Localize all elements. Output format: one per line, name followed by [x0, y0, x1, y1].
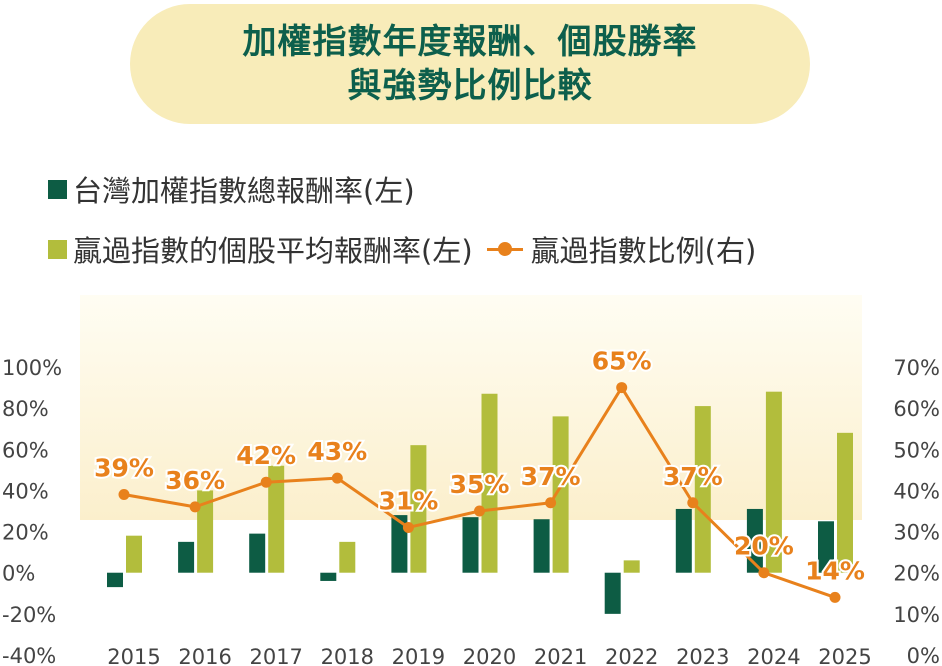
x-axis-tick: 2018 [321, 645, 374, 666]
right-axis-tick: 70% [893, 356, 940, 380]
ratio-data-label: 43% [307, 437, 367, 466]
x-axis-tick: 2017 [249, 645, 302, 666]
right-axis-tick: 30% [893, 521, 940, 545]
ratio-point [331, 472, 343, 484]
bar-winners [197, 490, 214, 573]
right-axis-tick: 60% [893, 397, 940, 421]
bar-index [107, 572, 123, 588]
ratio-data-label: 42% [236, 441, 296, 470]
left-axis-tick: 80% [2, 397, 49, 421]
ratio-data-label: 31% [378, 486, 438, 515]
ratio-point [474, 505, 485, 517]
bar-index [178, 541, 195, 573]
left-axis-tick: 100% [2, 356, 62, 380]
legend-row-1: 台灣加權指數總報酬率(左) [48, 168, 415, 210]
x-axis-tick: 2015 [107, 645, 160, 666]
x-axis-tick: 2020 [463, 645, 516, 666]
ratio-point [402, 521, 414, 533]
title-line-2: 與強勢比例比較 [347, 66, 593, 106]
plot-background [80, 295, 862, 520]
ratio-point [616, 382, 628, 394]
ratio-data-label: 14% [805, 556, 865, 585]
legend-row-2: 贏過指數的個股平均報酬率(左) 贏過指數比例(右) [48, 228, 756, 270]
bar-index [818, 521, 834, 573]
x-axis-tick: 2025 [818, 645, 871, 666]
x-axis-tick: 2024 [747, 645, 800, 666]
bar-winners [126, 535, 142, 573]
title-line-1: 加權指數年度報酬、個股勝率 [242, 22, 698, 62]
legend-line-marker-icon [486, 239, 523, 259]
bar-index [533, 519, 550, 573]
bar-index [249, 533, 266, 573]
bar-winners [837, 432, 853, 573]
right-axis-tick: 10% [893, 603, 940, 627]
ratio-data-label: 35% [450, 470, 510, 499]
right-axis-tick: 50% [893, 438, 940, 462]
bar-index [320, 572, 337, 581]
legend-swatch-index [48, 179, 67, 199]
right-axis-tick: 0% [907, 644, 940, 666]
ratio-point [260, 476, 272, 488]
legend-label-ratio: 贏過指數比例(右) [530, 234, 757, 268]
right-axis-tick: 20% [893, 562, 940, 586]
x-axis-tick: 2022 [605, 645, 658, 666]
ratio-data-label: 39% [94, 454, 154, 483]
bar-index [746, 508, 763, 573]
left-axis-tick: 40% [2, 479, 49, 503]
ratio-point [118, 489, 130, 501]
x-axis-tick: 2021 [534, 645, 587, 666]
ratio-point [687, 497, 699, 509]
legend-label-winners: 贏過指數的個股平均報酬率(左) [73, 234, 473, 268]
legend-label-index: 台灣加權指數總報酬率(左) [73, 174, 415, 208]
x-axis-tick: 2016 [178, 645, 231, 666]
ratio-point [829, 591, 841, 603]
x-axis-tick: 2023 [676, 645, 729, 666]
bar-index [604, 572, 621, 614]
legend-swatch-winners [48, 239, 67, 259]
right-axis-tick: 40% [893, 479, 940, 503]
left-axis-tick: -40% [2, 644, 56, 666]
bar-winners [339, 541, 356, 573]
bar-winners [410, 445, 427, 573]
ratio-data-label: 37% [663, 462, 723, 491]
bar-index [675, 508, 692, 573]
left-axis-tick: 0% [2, 562, 35, 586]
left-axis-tick: -20% [2, 603, 56, 627]
left-axis-tick: 20% [2, 521, 49, 545]
ratio-data-label: 20% [734, 532, 794, 561]
ratio-data-label: 65% [592, 347, 652, 376]
ratio-point [545, 497, 557, 509]
bar-winners [552, 416, 569, 573]
ratio-data-label: 36% [165, 466, 225, 495]
chart-title: 加權指數年度報酬、個股勝率 與強勢比例比較 [130, 4, 810, 124]
bar-winners [481, 393, 498, 573]
ratio-point [189, 501, 201, 513]
ratio-data-label: 37% [521, 462, 581, 491]
x-axis-tick: 2019 [392, 645, 445, 666]
bar-index [462, 517, 479, 573]
ratio-point [758, 567, 770, 579]
left-axis-tick: 60% [2, 438, 49, 462]
bar-winners [268, 465, 285, 573]
bar-winners [694, 406, 711, 573]
bar-winners [765, 391, 782, 573]
bar-winners [623, 560, 640, 573]
